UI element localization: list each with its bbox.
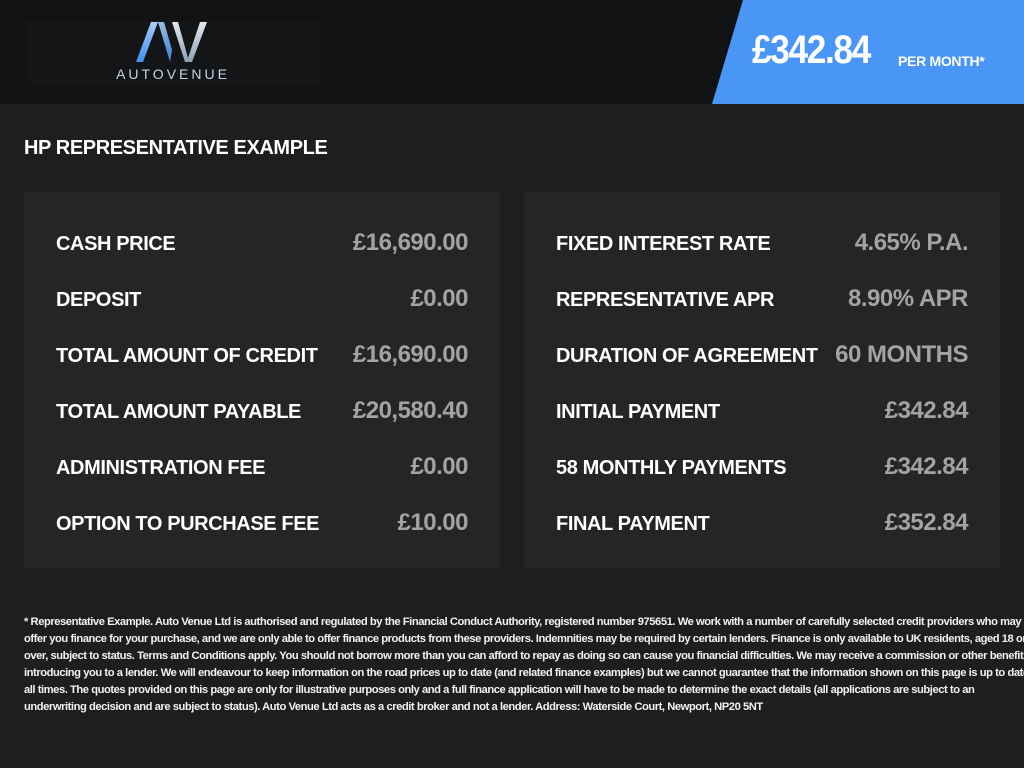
finance-row: TOTAL AMOUNT PAYABLE £20,580.40 [56,397,469,427]
disclaimer-line: introducing you to a lender. We will end… [24,667,1024,679]
av-logo-icon [136,22,207,62]
finance-row: FIXED INTEREST RATE 4.65% P.A. [556,229,969,259]
finance-value: £16,690.00 [352,229,469,256]
disclaimer-line: underwriting decision and are subject to… [24,701,763,713]
finance-row: TOTAL AMOUNT OF CREDIT £16,690.00 [56,341,469,371]
finance-value: £342.84 [884,453,969,480]
finance-value: £0.00 [410,453,468,480]
finance-label: CASH PRICE [56,233,176,255]
finance-row: 58 MONTHLY PAYMENTS £342.84 [556,453,969,483]
monthly-price-banner: £342.84 PER MONTH* [712,0,1024,104]
finance-row: FINAL PAYMENT £352.84 [556,509,969,539]
finance-value: 60 MONTHS [835,341,968,368]
finance-row: DEPOSIT £0.00 [56,285,468,315]
finance-panel-left: CASH PRICE £16,690.00 DEPOSIT £0.00 TOTAL AM… [24,192,500,568]
finance-row: REPRESENTATIVE APR 8.90% APR [556,285,969,315]
finance-label: DURATION OF AGREEMENT [556,345,818,367]
disclaimer-line: offer you finance for your purchase, and… [24,633,1024,645]
finance-label: FIXED INTEREST RATE [556,233,771,255]
finance-label: DEPOSIT [56,289,141,311]
finance-value: £16,690.00 [352,341,469,368]
finance-row: ADMINISTRATION FEE £0.00 [56,453,468,483]
finance-value: £342.84 [884,397,969,424]
disclaimer-line: over, subject to status. Terms and Condi… [24,650,1024,662]
monthly-price: £342.84 [752,28,871,72]
finance-label: TOTAL AMOUNT PAYABLE [56,401,301,423]
finance-label: REPRESENTATIVE APR [556,289,775,311]
finance-panel-right: FIXED INTEREST RATE 4.65% P.A. REPRESENTAT… [524,192,1000,568]
finance-label: ADMINISTRATION FEE [56,457,266,479]
top-bar: AUTOVENUE £342.84 PER MONTH* [0,0,1024,104]
finance-value: £0.00 [410,285,468,312]
finance-label: INITIAL PAYMENT [556,401,720,423]
finance-value: £20,580.40 [352,397,469,424]
disclaimer-line: all times. The quotes provided on this p… [24,684,975,696]
finance-label: FINAL PAYMENT [556,513,710,535]
disclaimer-line: * Representative Example. Auto Venue Ltd… [24,616,1024,628]
finance-value: £352.84 [884,509,969,536]
finance-value: £10.00 [397,509,469,536]
finance-row: DURATION OF AGREEMENT 60 MONTHS [556,341,968,371]
autovenue-logo[interactable]: AUTOVENUE [26,20,320,86]
finance-row: OPTION TO PURCHASE FEE £10.00 [56,509,469,539]
finance-value: 8.90% APR [848,285,969,312]
finance-label: 58 MONTHLY PAYMENTS [556,457,787,479]
finance-row: CASH PRICE £16,690.00 [56,229,469,259]
finance-label: TOTAL AMOUNT OF CREDIT [56,345,318,367]
finance-value: 4.65% P.A. [854,229,969,256]
finance-row: INITIAL PAYMENT £342.84 [556,397,969,427]
finance-label: OPTION TO PURCHASE FEE [56,513,320,535]
per-month-label: PER MONTH* [898,53,985,69]
disclaimer: * Representative Example. Auto Venue Ltd… [24,614,1024,716]
logo-text: AUTOVENUE [116,66,230,82]
section-title: HP REPRESENTATIVE EXAMPLE [24,137,328,159]
